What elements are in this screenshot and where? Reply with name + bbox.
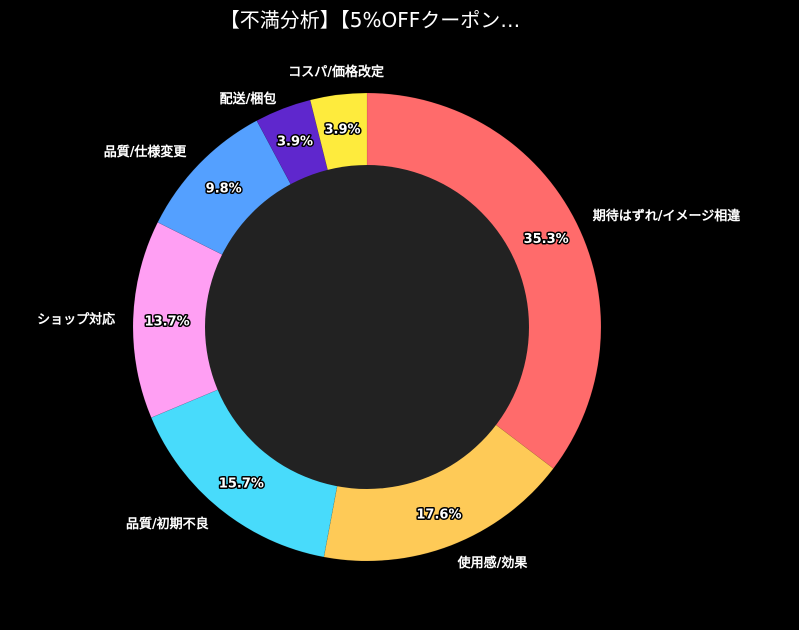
slice-percent-label: 3.9% [325,123,361,138]
chart-title: 【不満分析】【5%OFFクーポン… [220,8,520,32]
donut-hole [205,165,529,489]
slice-percent-label: 15.7% [219,477,264,492]
slice-category-label: 品質/初期不良 [126,516,209,532]
slice-category-label: 期待はずれ/イメージ相違 [593,208,741,224]
slice-category-label: 使用感/効果 [457,555,528,571]
slice-category-label: 品質/仕様変更 [104,144,188,160]
percent-labels-group: 35.3% 17.6% 15.7% 13.7% 9.8% 3.9% 3.9% [143,121,570,524]
slice-category-label: 配送/梱包 [220,91,277,107]
slice-percent-label: 13.7% [145,314,190,329]
slice-percent-label: 9.8% [206,181,242,196]
slice-category-label: コスパ/価格改定 [288,64,384,80]
slice-category-label: ショップ対応 [37,312,115,328]
slice-percent-label: 35.3% [524,232,569,247]
slice-percent-label: 3.9% [277,134,313,149]
slice-percent-label: 17.6% [416,508,461,523]
